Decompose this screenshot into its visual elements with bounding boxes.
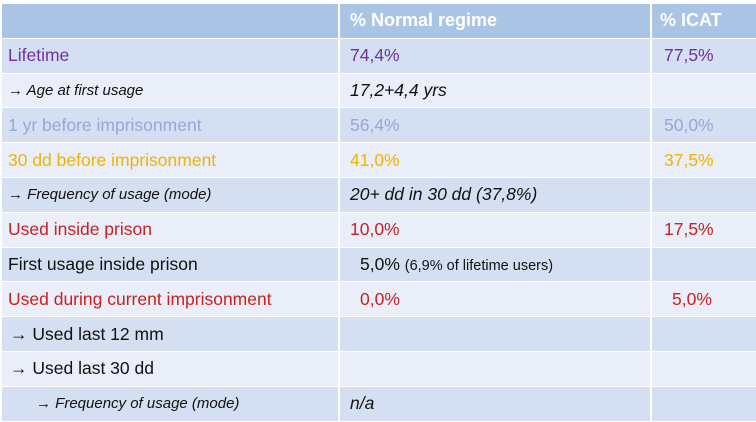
table-row: 1 yr before imprisonment 56,4% 50,0% (2, 108, 756, 144)
row-label: → Age at first usage (2, 73, 340, 109)
table-row: → Frequency of usage (mode) n/a (2, 386, 756, 422)
row-label: → Used last 12 mm (2, 317, 340, 352)
row-normal-value: 56,4% (340, 108, 652, 144)
row-label: → Frequency of usage (mode) (2, 177, 340, 213)
table-row: Used inside prison 10,0% 17,5% (2, 212, 756, 248)
row-label: 1 yr before imprisonment (2, 108, 340, 144)
header-icat: % ICAT (652, 4, 756, 39)
row-normal-value: 20+ dd in 30 dd (37,8%) (340, 177, 652, 213)
row-icat-value: 50,0% (652, 108, 756, 144)
row-label: → Frequency of usage (mode) (2, 386, 340, 422)
row-label: Lifetime (2, 38, 340, 74)
table-row: Used during current imprisonment 0,0% 5,… (2, 282, 756, 318)
row-icat-value (652, 247, 756, 283)
table-row: 30 dd before imprisonment 41,0% 37,5% (2, 143, 756, 178)
row-icat-value: 37,5% (652, 143, 756, 178)
table-row: → Used last 12 mm (2, 317, 756, 352)
row-icat-value (652, 177, 756, 213)
header-blank-cell (2, 4, 340, 39)
table-row: → Age at first usage 17,2+4,4 yrs (2, 73, 756, 109)
row-normal-value (340, 351, 652, 387)
table-header-row: % Normal regime % ICAT (2, 4, 756, 39)
row-icat-value: 5,0% (652, 282, 756, 318)
row-icat-value (652, 73, 756, 109)
table-row: First usage inside prison 5,0% (6,9% of … (2, 247, 756, 283)
row-normal-value: 10,0% (340, 212, 652, 248)
row-label: Used during current imprisonment (2, 282, 340, 318)
row-normal-note: (6,9% of lifetime users) (404, 257, 554, 274)
row-label: Used inside prison (2, 212, 340, 248)
row-icat-value (652, 386, 756, 422)
row-icat-value: 17,5% (652, 212, 756, 248)
row-label: First usage inside prison (2, 247, 340, 283)
row-icat-value (652, 351, 756, 387)
row-normal-value (340, 317, 652, 352)
table-row: Lifetime 74,4% 77,5% (2, 38, 756, 74)
row-label: → Used last 30 dd (2, 351, 340, 387)
row-normal-value: 41,0% (340, 143, 652, 178)
row-normal-value: 0,0% (340, 282, 652, 318)
row-label: 30 dd before imprisonment (2, 143, 340, 178)
row-icat-value (652, 317, 756, 352)
row-normal-value: 17,2+4,4 yrs (340, 73, 652, 109)
table-row: → Frequency of usage (mode) 20+ dd in 30… (2, 177, 756, 213)
row-normal-percent: 5,0% (360, 253, 400, 274)
row-normal-value: 5,0% (6,9% of lifetime users) (340, 247, 652, 283)
header-normal-regime: % Normal regime (340, 4, 652, 39)
table-row: → Used last 30 dd (2, 351, 756, 387)
row-normal-value: n/a (340, 386, 652, 422)
usage-table: % Normal regime % ICAT Lifetime 74,4% 77… (2, 4, 756, 422)
row-normal-value: 74,4% (340, 38, 652, 74)
row-icat-value: 77,5% (652, 38, 756, 74)
